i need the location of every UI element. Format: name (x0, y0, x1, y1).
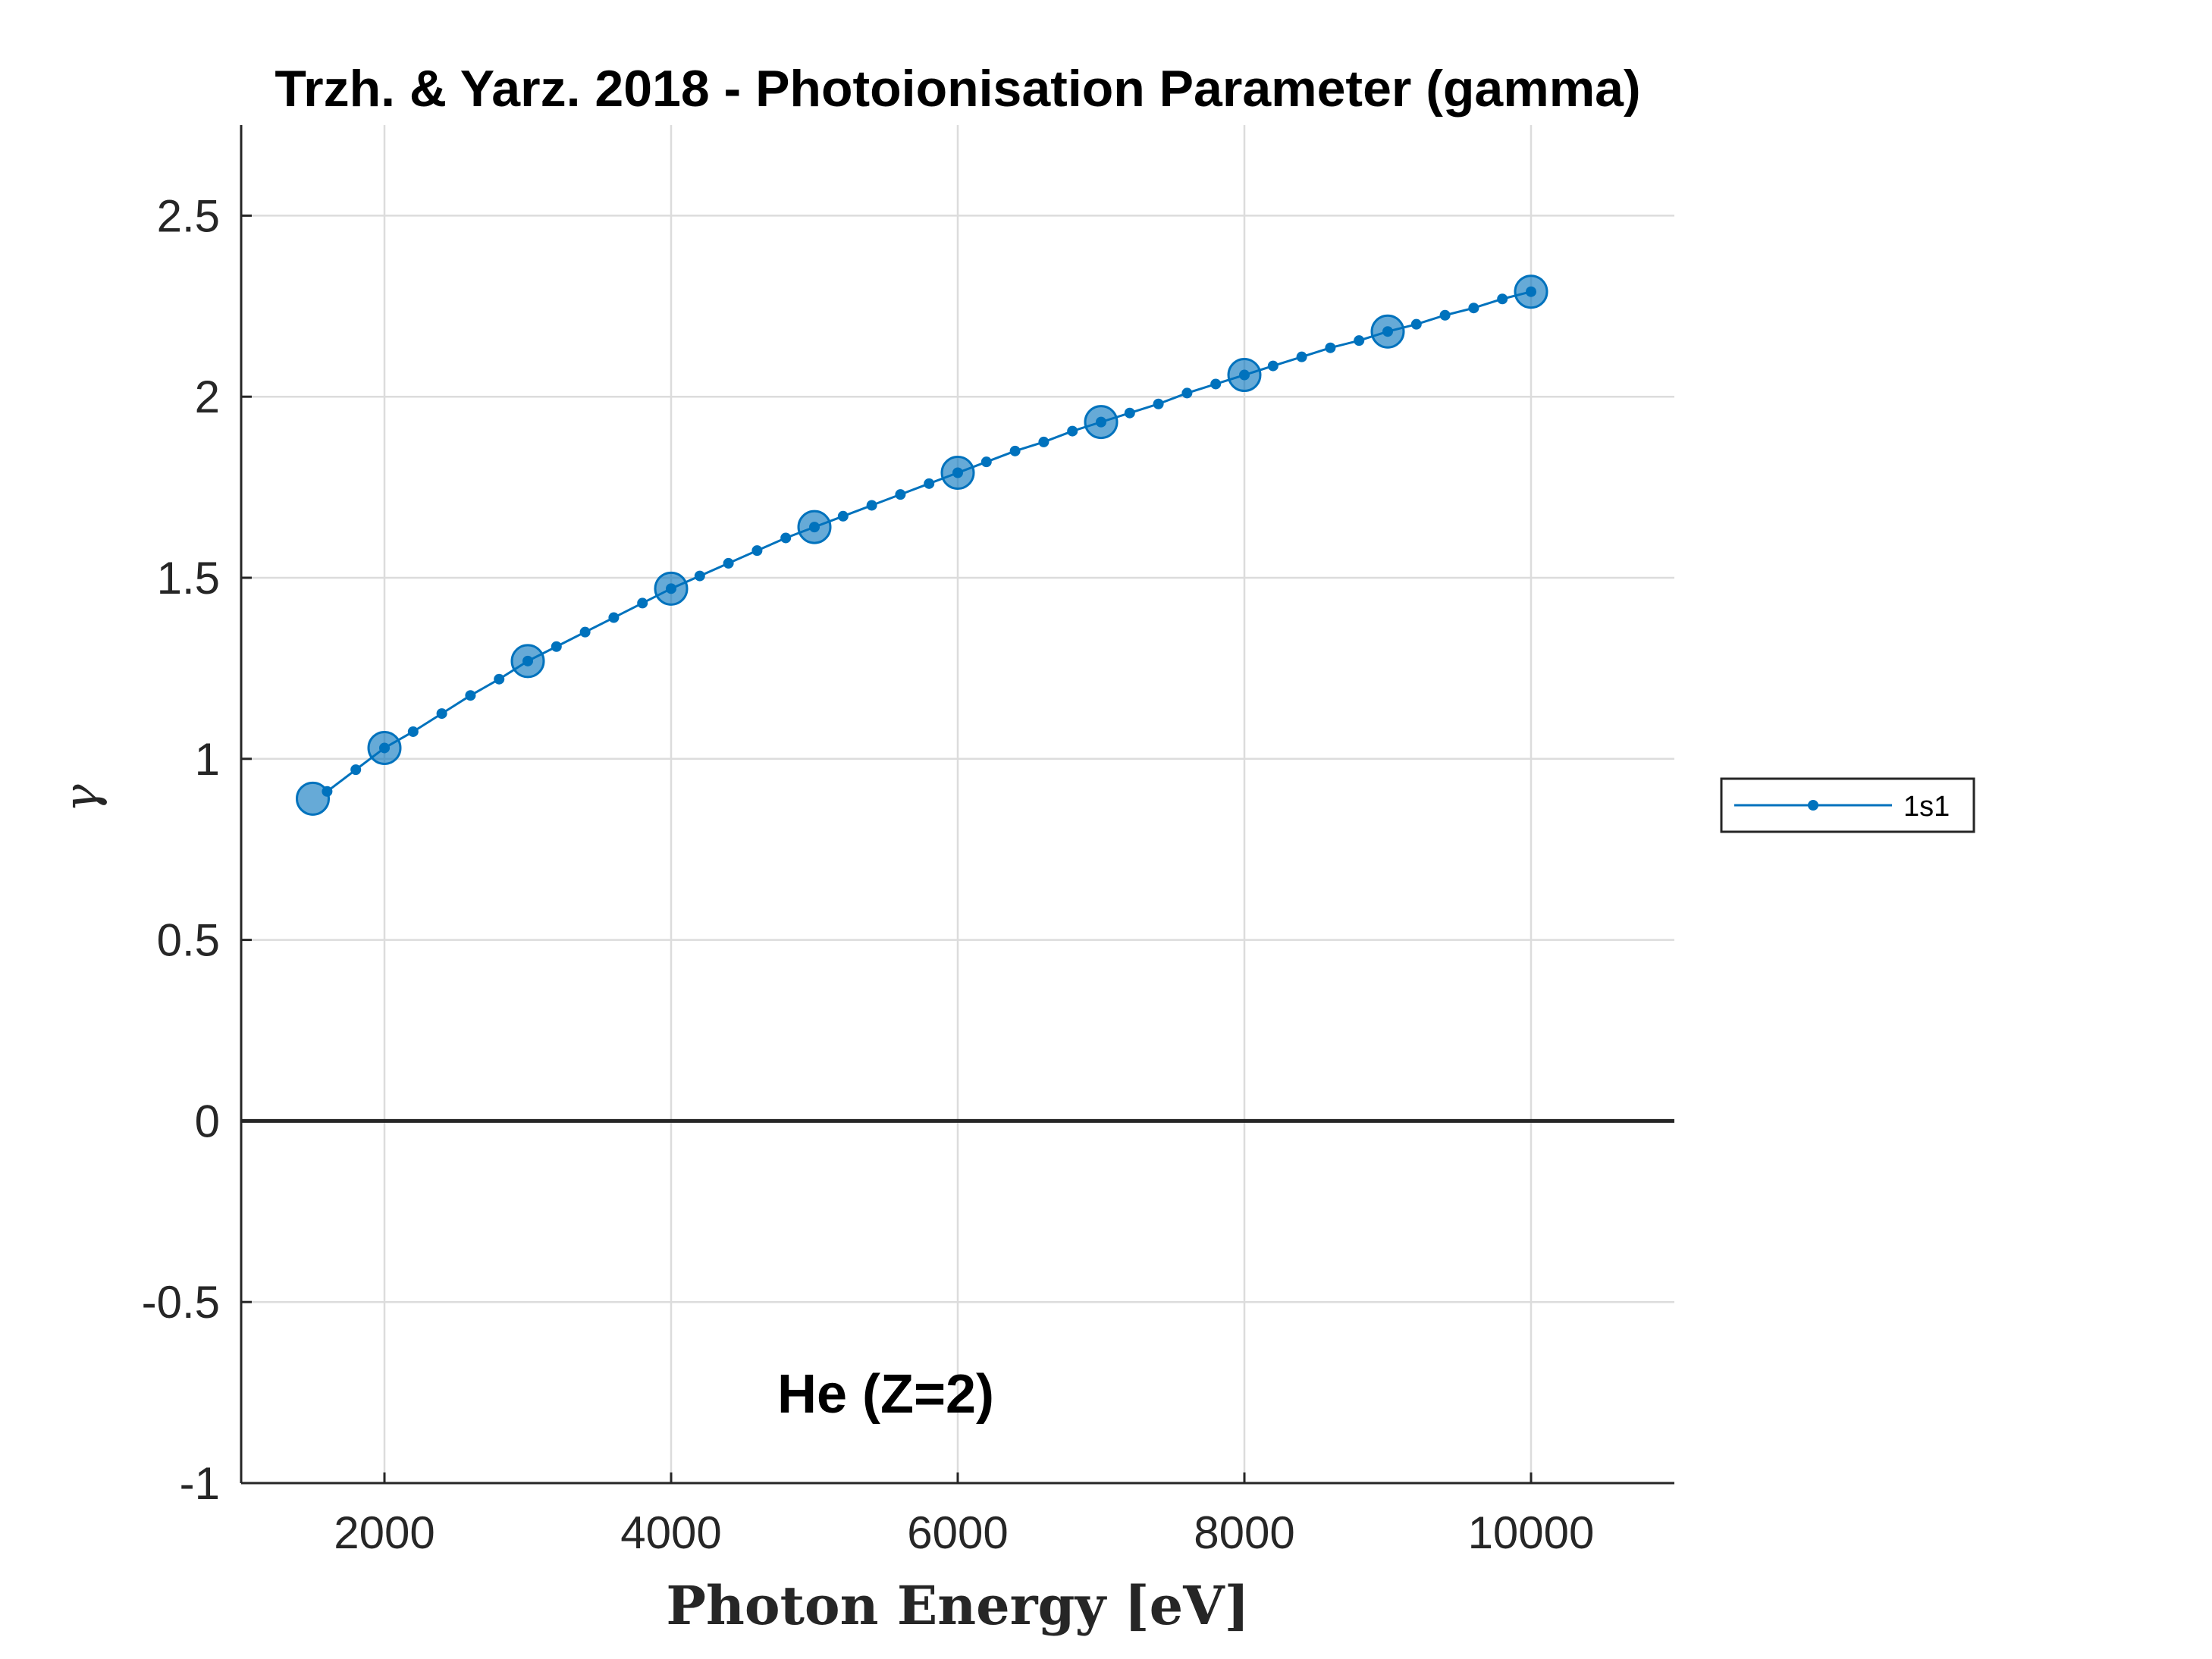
y-tick-label: 2.5 (157, 190, 220, 241)
legend-entry-1s1: 1s1 (1903, 791, 1950, 823)
data-point (1153, 398, 1164, 409)
data-point (637, 597, 648, 609)
x-tick-label: 2000 (334, 1507, 435, 1558)
data-point (723, 557, 734, 569)
data-point (780, 532, 792, 544)
y-tick-label: 2 (195, 372, 220, 422)
data-point (1181, 387, 1193, 399)
data-point (1439, 309, 1451, 321)
data-point (1210, 378, 1222, 390)
series (296, 274, 1548, 816)
data-point (1067, 425, 1078, 437)
data-point (952, 467, 963, 478)
data-point (1009, 445, 1021, 456)
data-point (1325, 342, 1336, 353)
y-tick-labels: -1 -0.5 0 0.5 1 1.5 2 2.5 (142, 190, 220, 1509)
y-tick-label: 0.5 (157, 915, 220, 966)
x-tick-label: 6000 (907, 1507, 1008, 1558)
y-tick-label: 1 (195, 734, 220, 785)
data-point (350, 764, 362, 776)
annotation-text: He (Z=2) (777, 1364, 994, 1425)
data-point (465, 690, 476, 701)
series-line-1s1 (326, 290, 1532, 792)
x-tick-label: 8000 (1194, 1507, 1294, 1558)
data-point (1038, 436, 1050, 447)
data-point (494, 673, 505, 685)
legend: 1s1 (1720, 777, 1975, 833)
data-point (809, 522, 820, 533)
data-point (866, 500, 877, 511)
chart-title: Trzh. & Yarz. 2018 - Photoionisation Par… (275, 60, 1640, 118)
data-point (579, 626, 591, 638)
data-point (924, 478, 935, 489)
data-point (1354, 335, 1365, 347)
data-point (1468, 303, 1479, 314)
legend-marker-swatch (1808, 800, 1818, 811)
data-point (1124, 407, 1135, 419)
data-point (522, 655, 533, 666)
data-point (1410, 318, 1422, 330)
data-point (694, 570, 705, 582)
grid (241, 125, 1674, 1483)
x-tick-labels: 2000 4000 6000 8000 10000 (334, 1507, 1594, 1558)
x-axis-label: Photon Energy [eV] (666, 1574, 1249, 1637)
data-point (436, 708, 447, 720)
data-point (1239, 369, 1250, 381)
y-axis-label: γ (53, 784, 108, 813)
x-tick-label: 10000 (1468, 1507, 1595, 1558)
data-point (1096, 416, 1106, 428)
x-tick-label: 4000 (620, 1507, 721, 1558)
data-point (379, 742, 390, 754)
data-point (407, 726, 419, 737)
data-point (751, 545, 763, 557)
data-point (666, 583, 676, 594)
data-point (895, 489, 906, 500)
data-point (551, 641, 562, 652)
data-point (1382, 326, 1393, 337)
y-tick-label: -1 (180, 1458, 220, 1509)
data-point (837, 510, 849, 522)
data-point-large (296, 781, 330, 816)
data-point (322, 786, 333, 797)
data-point (608, 612, 620, 623)
data-point (1497, 293, 1508, 305)
y-tick-label: -0.5 (142, 1277, 220, 1328)
y-tick-label: 1.5 (157, 553, 220, 604)
data-point (1526, 286, 1536, 297)
data-point (1267, 360, 1279, 372)
y-tick-label: 0 (195, 1096, 220, 1146)
data-point (1296, 351, 1307, 362)
data-point (980, 456, 992, 468)
axes (240, 125, 1674, 1485)
